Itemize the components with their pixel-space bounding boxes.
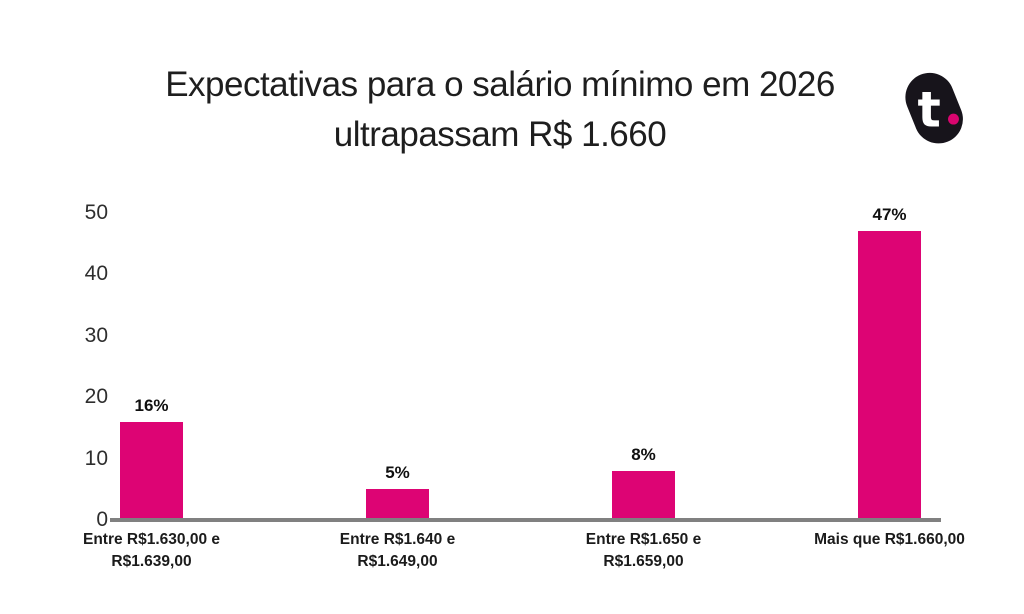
y-axis-tick-label: 20 [84, 385, 108, 408]
logo-dot [948, 113, 959, 125]
y-axis-tick-label: 0 [96, 508, 108, 531]
brand-logo: t [905, 72, 963, 144]
x-axis-label-line: R$1.639,00 [111, 553, 192, 570]
x-axis-label-line: Entre R$1.640 e [339, 531, 456, 548]
x-axis-label: Entre R$1.650 e R$1.659,00 [519, 529, 769, 573]
x-axis-label-line: Entre R$1.630,00 e [82, 531, 220, 548]
x-axis-label: Entre R$1.630,00 e R$1.639,00 [27, 529, 277, 573]
y-axis-tick-label: 10 [84, 446, 108, 470]
logo-letter: t [917, 83, 940, 139]
logo-blob [905, 72, 963, 144]
bar-value-label: 8% [631, 444, 656, 464]
x-axis-label: Entre R$1.640 e R$1.649,00 [273, 529, 523, 573]
y-axis-tick-label: 30 [84, 323, 108, 347]
bar [120, 421, 183, 520]
bar-value-label: 16% [134, 395, 169, 415]
x-axis-label-line: R$1.649,00 [357, 553, 438, 570]
x-axis-label-line: R$1.659,00 [603, 553, 684, 570]
bar [366, 489, 429, 520]
x-axis-label: Mais que R$1.660,00 [765, 529, 1015, 551]
chart-title-line-2: ultrapassam R$ 1.660 [333, 115, 667, 154]
x-axis-label-line: Entre R$1.650 e [585, 531, 702, 548]
bar-value-label: 5% [385, 463, 410, 483]
y-axis-tick-label: 40 [84, 262, 108, 285]
x-axis-line [110, 518, 941, 522]
chart-title: Expectativas para o salário mínimo em 20… [0, 60, 1000, 160]
bar [858, 230, 921, 520]
x-axis-label-line: Mais que R$1.660,00 [814, 531, 965, 548]
chart-title-line-1: Expectativas para o salário mínimo em 20… [165, 65, 835, 104]
bar [612, 470, 675, 520]
y-axis-tick-label: 50 [84, 200, 108, 224]
bar-value-label: 47% [872, 204, 907, 224]
